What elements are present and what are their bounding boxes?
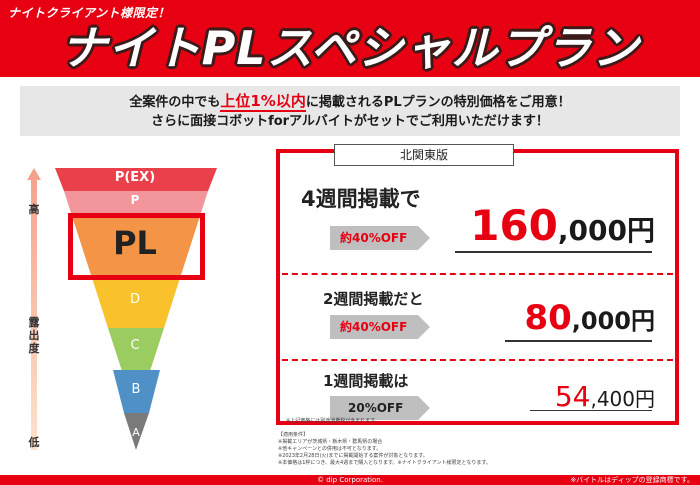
plan-4w-price-underline [455, 251, 652, 253]
region-tab: 北関東版 [334, 144, 514, 166]
header-tag: ナイトクライアント様限定！ [8, 6, 171, 20]
page-title: ナイトPLスペシャルプラン [60, 21, 640, 75]
plan-4w-discount-badge: 約40%OFF [330, 226, 430, 250]
funnel-label-d: D [129, 292, 140, 307]
lead-line-1-after: に掲載されるPLプランの特別価格をご用意！ [305, 95, 571, 110]
plan-1w-price-main: 54 [554, 380, 591, 413]
funnel-segment-a-shape [124, 413, 149, 450]
plan-4w-price: 160,000円 [440, 201, 655, 250]
plan-divider-1 [282, 273, 673, 275]
conditions-title: 【適用条件】 [278, 432, 309, 438]
plan-4w-period: 4週間掲載で [301, 187, 421, 211]
lead-line-1-before: 全案件の中でも [129, 95, 221, 110]
funnel-label-c: C [130, 338, 140, 353]
funnel-label-pex: P(EX) [114, 170, 156, 185]
conditions-line-4: ※本価格は1枠につき、最大4週まで購入となります。※ナイトクライアント様限定とな… [278, 460, 491, 466]
funnel-segment-b-shape [113, 370, 160, 413]
footer-copyright: © dip Corporation. [317, 476, 383, 484]
funnel-segment-p [64, 191, 208, 213]
conditions-line-1: ※掲載エリアが茨城県・栃木県・群馬県の場合 [278, 439, 383, 445]
funnel-segment-pl [71, 213, 201, 278]
plan-2w-price-main: 80 [524, 298, 572, 338]
lead-box: 全案件の中でも上位1%以内に掲載されるPLプランの特別価格をご用意！ さらに面接… [20, 86, 680, 136]
plan-4w-price-main: 160 [470, 201, 558, 250]
footer-trademark: ※バイトルはディップの登録商標です。 [570, 476, 694, 484]
axis-high-label: 高 [28, 203, 40, 216]
plan-2w-price-rest: ,000円 [571, 307, 655, 335]
plan-2w-price: 80,000円 [440, 298, 655, 338]
funnel-segment-pex [55, 168, 217, 191]
plan-2w-discount-badge: 約40%OFF [330, 315, 430, 339]
axis-low-label: 低 [28, 436, 40, 449]
plan-divider-2 [282, 359, 673, 361]
plan-4w-price-rest: ,000円 [557, 214, 655, 247]
lead-highlight: 上位1%以内 [220, 92, 306, 112]
funnel-label-p: P [130, 193, 140, 207]
lead-line-2: さらに面接コボットforアルバイトがセットでご利用いただけます！ [151, 114, 549, 129]
header-banner: ナイトクライアント様限定！ ナイトPLスペシャルプラン [0, 0, 700, 77]
lead-line-1: 全案件の中でも上位1%以内に掲載されるPLプランの特別価格をご用意！ [20, 92, 680, 112]
tax-note: ※上記価格には別途消費税が含まれます。 [286, 418, 380, 424]
plan-1w-price: 54,400円 [440, 380, 655, 413]
plan-funnel [55, 168, 217, 371]
plan-1w-discount-badge: 20%OFF [330, 396, 430, 420]
funnel-label-b: B [131, 382, 141, 397]
funnel-lower [113, 370, 160, 450]
funnel-segment-c [108, 328, 164, 371]
conditions-line-2: ※他キャンペーンとの併用は不可となります。 [278, 446, 382, 452]
plan-2w-period: 2週間掲載だと [323, 290, 424, 308]
pl-highlight-frame [68, 213, 205, 280]
funnel-segment-d [92, 278, 180, 328]
plan-1w-price-rest: ,400円 [590, 387, 655, 411]
funnel-label-a: A [132, 426, 140, 439]
plan-1w-period: 1週間掲載は [323, 372, 409, 390]
funnel-label-pl: PL [113, 224, 157, 262]
exposure-arrow-icon [27, 168, 41, 450]
footer-bar: © dip Corporation. ※バイトルはディップの登録商標です。 [0, 475, 700, 485]
plan-2w-price-underline [505, 340, 652, 342]
axis-exposure-label: 露出度 [28, 316, 40, 355]
plan-1w-price-underline [530, 410, 652, 411]
conditions-line-3: ※2023年2月28日(火)までに掲載開始する案件が対象となります。 [278, 453, 428, 459]
